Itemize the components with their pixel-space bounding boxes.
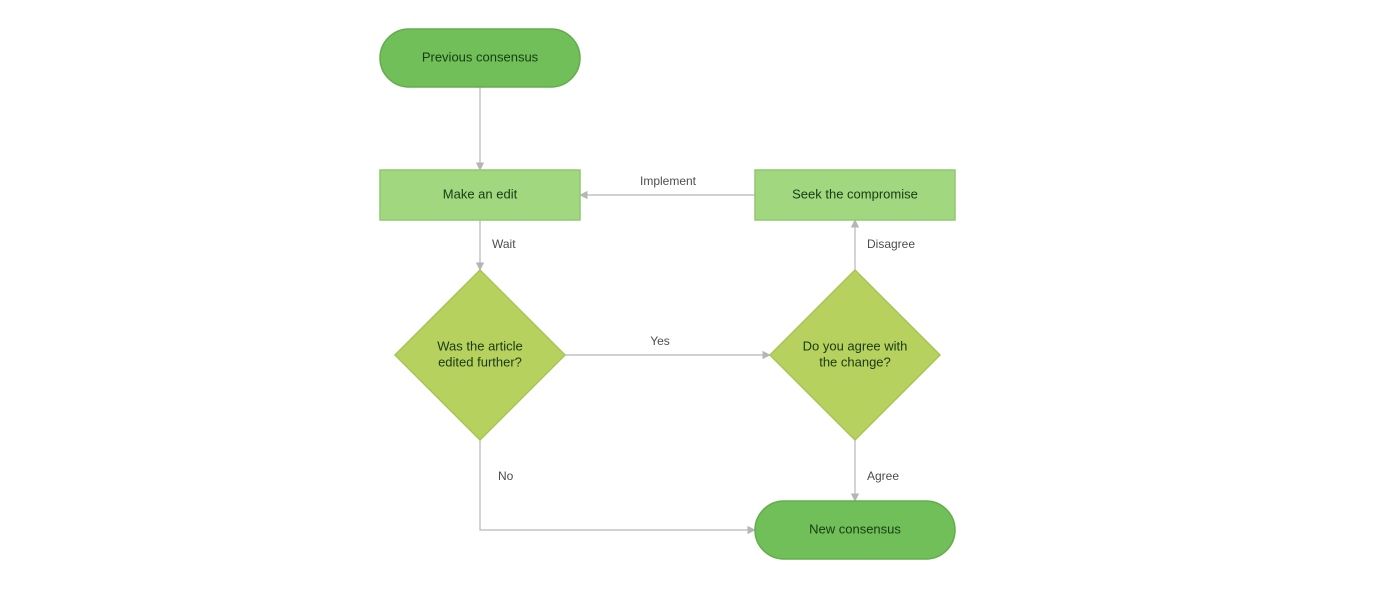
node-label-seek: Seek the compromise bbox=[792, 186, 918, 201]
node-wasq: Was the articleedited further? bbox=[395, 270, 565, 440]
edge-e4 bbox=[480, 440, 755, 530]
edge-label-e6: Disagree bbox=[867, 237, 915, 251]
node-label-wasq: Was the articleedited further? bbox=[437, 338, 523, 369]
node-newc: New consensus bbox=[755, 501, 955, 559]
flowchart-canvas: Wait Yes No Agree Disagree Implement Previous … bbox=[0, 0, 1400, 600]
edge-label-e3: Yes bbox=[650, 334, 670, 348]
node-label-prev: Previous consensus bbox=[422, 49, 539, 64]
node-edit: Make an edit bbox=[380, 170, 580, 220]
edge-label-e2: Wait bbox=[492, 237, 516, 251]
edge-label-e7: Implement bbox=[640, 174, 697, 188]
edge-label-e5: Agree bbox=[867, 469, 899, 483]
edge-label-e4: No bbox=[498, 469, 514, 483]
node-label-newc: New consensus bbox=[809, 521, 901, 536]
node-agrq: Do you agree withthe change? bbox=[770, 270, 940, 440]
node-label-edit: Make an edit bbox=[443, 186, 518, 201]
node-prev: Previous consensus bbox=[380, 29, 580, 87]
node-seek: Seek the compromise bbox=[755, 170, 955, 220]
